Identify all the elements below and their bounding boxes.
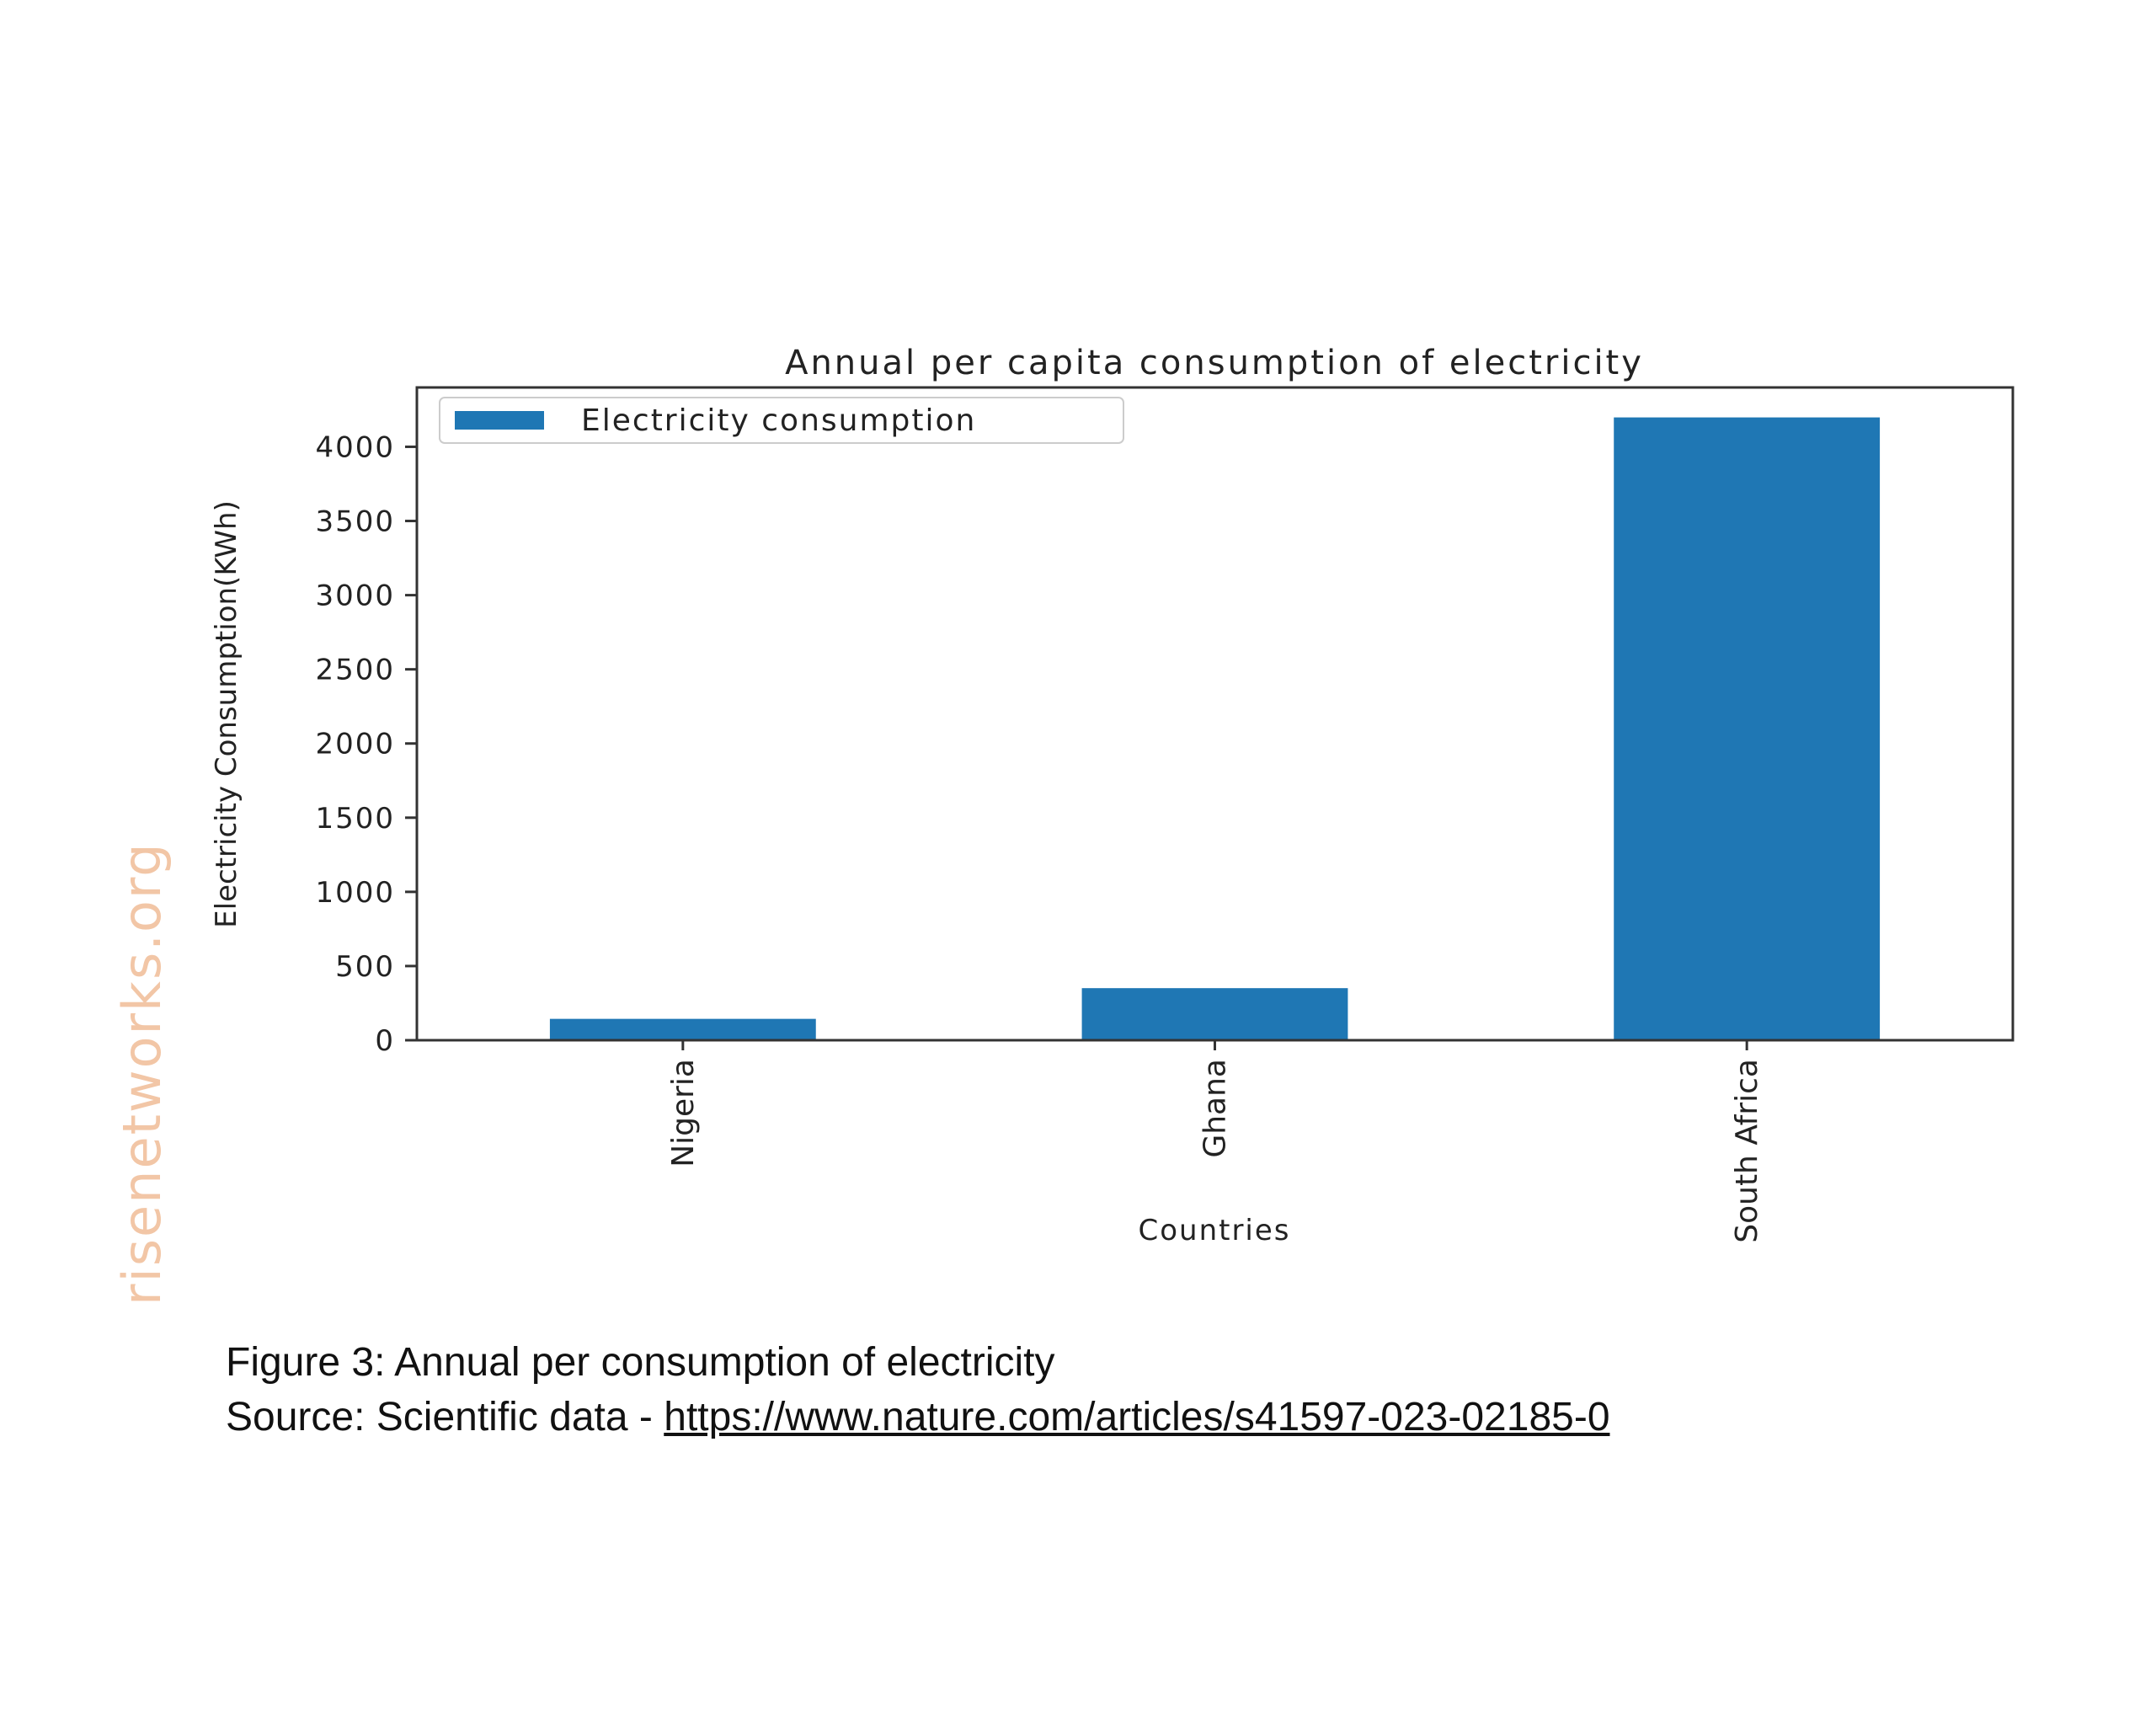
x-tick-label: Ghana [1198,1059,1233,1158]
x-tick-label: South Africa [1730,1059,1764,1243]
x-axis-label: Countries [1138,1214,1290,1247]
source-link[interactable]: https://www.nature.com/articles/s41597-0… [664,1395,1610,1439]
x-tick-label: Nigeria [666,1059,701,1167]
watermark: risenetworks.org [111,841,173,1306]
y-tick-label: 2000 [315,728,395,761]
source-caption: Source: Scientific data - https://www.na… [226,1394,1610,1440]
source-prefix: Source: Scientific data - [226,1395,664,1439]
plot-frame [415,386,2015,1042]
legend-frame [439,397,1124,444]
figure-caption-text: Figure 3: Annual per consumption of elec… [226,1340,1055,1385]
figure-caption: Figure 3: Annual per consumption of elec… [226,1339,1055,1386]
y-tick-label: 1000 [315,876,395,910]
bar-south-africa [1614,417,1881,1040]
y-tick-label: 2500 [315,654,395,687]
legend: Electricity consumption [439,397,1124,444]
bar-ghana [1081,988,1348,1040]
y-tick-label: 500 [335,950,395,984]
y-tick-label: 3000 [315,579,395,613]
y-tick-label: 3500 [315,505,395,539]
y-tick-label: 0 [375,1024,395,1058]
bars-layer [549,417,1881,1040]
legend-swatch [455,411,544,430]
y-tick-label: 4000 [315,430,395,464]
y-axis-label: Electricity Consumption(KWh) [210,500,243,928]
bar-nigeria [549,1018,816,1040]
y-axis-ticks: 0 500 1000 1500 2000 2500 3000 3500 4000 [315,430,417,1058]
y-tick-label: 1500 [315,802,395,836]
chart-title: Annual per capita consumption of electri… [785,344,1644,382]
x-axis-ticks: Nigeria Ghana South Africa [666,1040,1764,1243]
legend-label: Electricity consumption [581,403,976,438]
